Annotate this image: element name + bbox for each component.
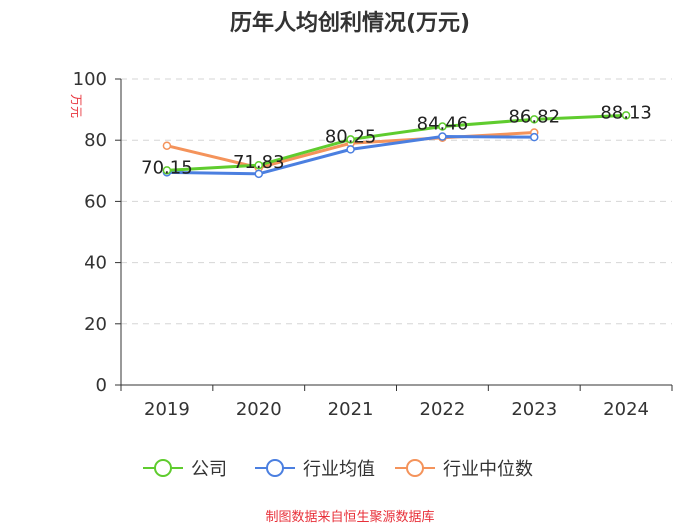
chart-title: 历年人均创利情况(万元) <box>230 10 470 36</box>
y-tick-label: 0 <box>96 375 107 396</box>
y-tick-label: 80 <box>84 130 107 151</box>
data-label: 86.82 <box>508 106 560 127</box>
y-axis-label: 万元 <box>69 94 83 118</box>
data-point <box>254 169 263 179</box>
x-tick-label: 2024 <box>603 399 649 420</box>
data-label: 88.13 <box>600 102 652 123</box>
data-label: 70.15 <box>141 157 193 178</box>
legend-label: 行业均值 <box>303 459 375 480</box>
source-note: 制图数据来自恒生聚源数据库 <box>265 509 434 525</box>
y-tick-label: 40 <box>84 253 107 274</box>
legend-item[interactable]: 公司 <box>143 459 227 480</box>
data-label: 80.25 <box>325 126 377 147</box>
legend[interactable]: 公司 行业均值 行业中位数 <box>143 459 533 480</box>
data-point <box>621 111 631 120</box>
y-tick-label: 100 <box>73 69 107 90</box>
series-lines <box>162 111 631 179</box>
data-point <box>346 135 355 144</box>
y-tick-label: 60 <box>84 191 107 212</box>
data-label: 71.83 <box>233 152 285 173</box>
x-tick-label: 2019 <box>144 399 190 420</box>
data-point <box>530 132 539 142</box>
series-line-0 <box>166 113 627 172</box>
data-point <box>346 145 355 154</box>
data-point <box>530 115 539 124</box>
data-label: 84.46 <box>417 114 469 135</box>
legend-marker-icon <box>154 459 172 477</box>
x-tick-label: 2023 <box>511 399 557 420</box>
x-tick-label: 2021 <box>328 399 374 420</box>
data-point <box>254 160 263 170</box>
data-point <box>438 122 447 131</box>
legend-marker-icon <box>266 459 284 477</box>
legend-item[interactable]: 行业均值 <box>255 459 375 480</box>
axes: 0 20 40 60 80 100 2019 2020 2021 2022 2023 2024 <box>73 69 673 420</box>
legend-marker-icon <box>406 459 424 477</box>
data-point <box>162 166 172 175</box>
legend-label: 行业中位数 <box>443 459 533 480</box>
data-labels: 70.15 71.83 80.25 84.46 86.82 88.13 <box>141 102 652 178</box>
data-point <box>438 132 447 141</box>
x-tick-label: 2022 <box>420 399 466 420</box>
legend-label: 公司 <box>191 459 227 480</box>
x-tick-label: 2020 <box>236 399 282 420</box>
y-tick-label: 20 <box>84 314 107 335</box>
legend-item[interactable]: 行业中位数 <box>395 459 533 480</box>
data-point <box>162 141 172 150</box>
